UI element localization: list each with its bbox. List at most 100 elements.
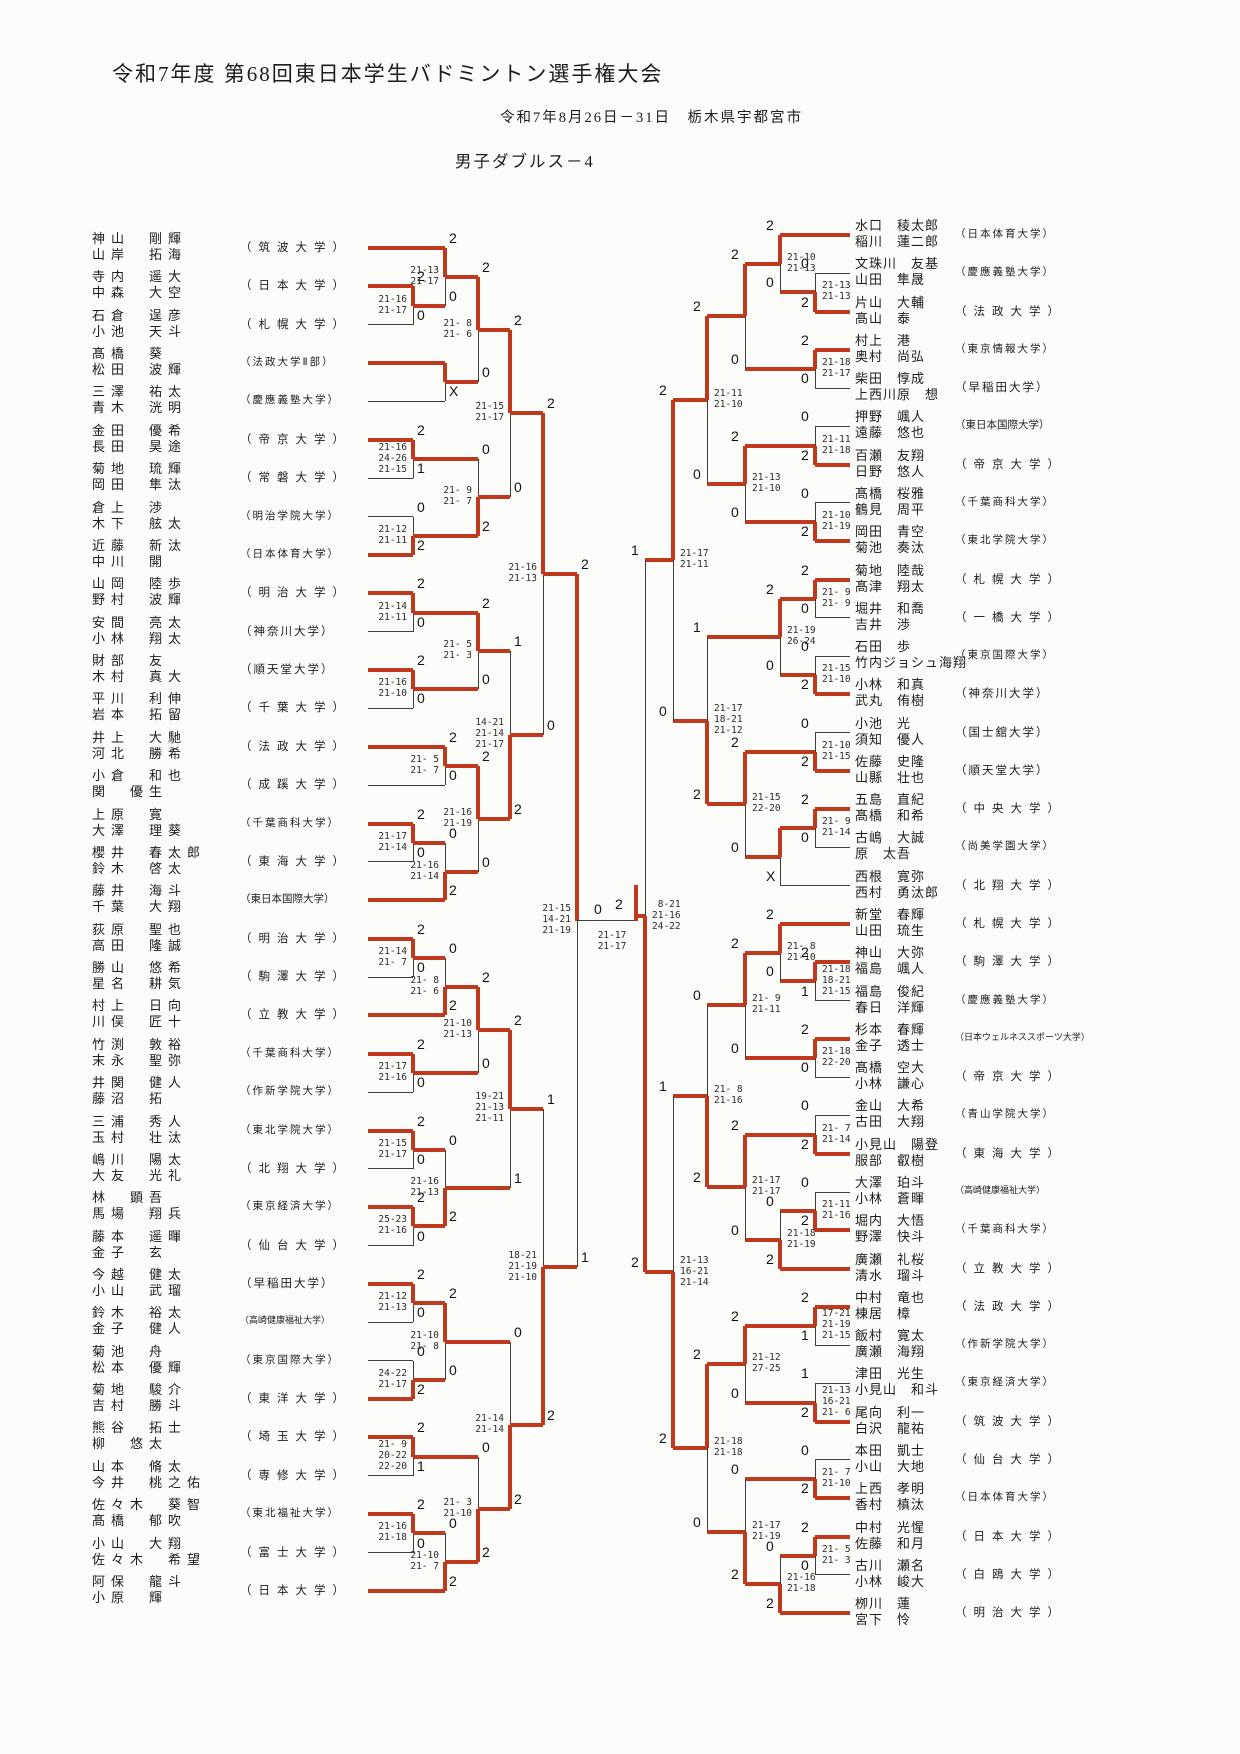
bracket-line xyxy=(744,1479,746,1532)
bracket-line xyxy=(477,818,479,872)
team-entry: 今越 健太 小山 武瑠 （早稲田大学） xyxy=(92,1267,333,1301)
university-name: （日本体育大学） xyxy=(240,548,340,560)
player-name: 佐々木 葵智 xyxy=(92,1497,207,1513)
team-entry: 三澤 祐太 青木 洸明 （慶應義塾大学） xyxy=(92,384,338,418)
bracket-line xyxy=(706,400,708,484)
bracket-line xyxy=(815,692,850,697)
games-won-label: 2 xyxy=(615,896,623,913)
games-won-label: 1 xyxy=(801,1365,809,1382)
bracket-line xyxy=(780,1553,815,1558)
set-scores: 21-14 21- 7 xyxy=(378,945,407,968)
bracket-line xyxy=(815,1151,850,1156)
bracket-line xyxy=(368,1281,413,1286)
set-scores: 21- 5 21- 7 xyxy=(410,753,439,776)
university-name: （北翔大学） xyxy=(955,879,1066,892)
set-scores: 21-10 21- 7 xyxy=(410,1550,439,1573)
team-entry: 古川 瀬名 小林 峻大 （白鴎大学） xyxy=(855,1558,1059,1592)
team-entry: 佐々木 葵智 髙橋 郁吹 （東北福祉大学） xyxy=(92,1497,338,1531)
games-won-label: 0 xyxy=(801,1059,809,1076)
games-won-label: 2 xyxy=(693,298,701,315)
player-name: 百瀬 友翔 xyxy=(855,447,926,463)
bracket-line xyxy=(815,1496,850,1501)
games-won-label: 2 xyxy=(693,1169,701,1186)
bracket-line xyxy=(779,952,781,982)
set-scores: 21-10 21-13 xyxy=(443,1017,472,1040)
bracket-line xyxy=(412,612,414,632)
player-name: 木下 舷太 xyxy=(92,515,188,531)
bracket-line xyxy=(368,668,413,673)
team-entry: 倉上 渉木下 舷太 （明治学院大学） xyxy=(92,500,338,534)
games-won-label: 2 xyxy=(766,1250,774,1267)
team-entry: 堀内 大悟 野澤 快斗 （千葉商科大学） xyxy=(855,1213,1053,1247)
university-name: （千葉商科大学） xyxy=(240,1047,340,1059)
bracket-line xyxy=(411,1053,415,1073)
bracket-line xyxy=(815,1114,850,1116)
bracket-line xyxy=(780,826,815,831)
university-name: （東京経済大学） xyxy=(240,1201,340,1213)
games-won-label: 2 xyxy=(801,791,809,808)
bracket-line xyxy=(672,1096,674,1273)
player-name: 河北 勝希 xyxy=(92,745,188,761)
player-name: 中村 竜也 xyxy=(855,1289,926,1305)
player-name: 石倉 逞彦 xyxy=(92,307,188,323)
games-won-label: 0 xyxy=(417,306,425,323)
set-scores: 21-13 21-17 xyxy=(410,264,439,287)
set-scores: 21-16 21-18 xyxy=(787,1572,816,1595)
set-scores: 21-13 16-21 21-14 xyxy=(680,1254,709,1288)
bracket-line xyxy=(778,235,782,264)
player-name: 星名 耕気 xyxy=(92,976,188,992)
games-won-label: 2 xyxy=(482,968,490,985)
bracket-line xyxy=(815,1304,850,1309)
bracket-line xyxy=(443,986,447,1016)
set-scores: 21-18 21-19 xyxy=(787,1227,816,1250)
bracket-line xyxy=(705,1364,709,1448)
bracket-line xyxy=(577,920,636,922)
games-won-label: 0 xyxy=(417,1150,425,1167)
player-name: 竹渕 敦裕 xyxy=(92,1036,188,1052)
bracket-line xyxy=(411,1514,415,1534)
games-won-label: 0 xyxy=(514,1323,522,1340)
set-scores: 21-16 24-26 21-15 xyxy=(378,441,407,475)
bracket-line xyxy=(508,1029,512,1109)
bracket-line xyxy=(413,457,478,462)
bracket-line xyxy=(780,979,815,984)
university-name: （常磐大学） xyxy=(240,472,351,485)
university-name: （一橋大学） xyxy=(955,611,1066,624)
games-won-label: 2 xyxy=(417,805,425,822)
set-scores: 25-23 21-16 xyxy=(378,1214,407,1237)
university-name: （日本大学） xyxy=(240,280,351,293)
team-entry: 井関 健人 藤沼 拓 （作新学院大学） xyxy=(92,1075,338,1109)
player-name: 小林 蒼暉 xyxy=(855,1191,926,1206)
bracket-line xyxy=(745,366,815,371)
bracket-line xyxy=(413,840,445,845)
player-name: 稲川 蓮二郎 xyxy=(855,234,940,249)
player-name: 尾向 利一 xyxy=(855,1404,926,1420)
set-scores: 21-14 21-11 xyxy=(378,600,407,623)
games-won-label: 2 xyxy=(801,293,809,310)
bracket-line xyxy=(444,382,446,402)
university-name: （札幌大学） xyxy=(955,573,1066,586)
set-scores: 21-11 21-18 xyxy=(822,433,851,456)
player-name: 金田 優希 xyxy=(92,422,188,438)
player-name: 小見山 陽登 xyxy=(855,1136,940,1152)
bracket-line xyxy=(671,1272,675,1448)
player-name: 髙山 泰 xyxy=(855,310,912,326)
bracket-line xyxy=(368,1475,413,1477)
university-name: （筑波大学） xyxy=(240,242,351,254)
bracket-line xyxy=(368,1588,445,1593)
player-name: 清水 瑠斗 xyxy=(855,1267,926,1283)
university-name: （帝京大学） xyxy=(955,1071,1066,1084)
bracket-line xyxy=(814,1325,816,1346)
player-name: 三澤 祐太 xyxy=(92,384,188,400)
games-won-label: 0 xyxy=(449,1515,457,1532)
university-name: （札幌大学） xyxy=(955,918,1066,931)
set-scores: 21-16 21-13 xyxy=(508,562,537,585)
player-name: 平川 利伸 xyxy=(92,691,188,707)
bracket-line xyxy=(413,1531,445,1536)
set-scores: 21- 7 21-10 xyxy=(822,1467,851,1490)
set-scores: 21-12 21-11 xyxy=(378,523,407,546)
bracket-line xyxy=(707,802,745,807)
bracket-line xyxy=(413,610,478,615)
bracket-line xyxy=(476,497,480,536)
bracket-line xyxy=(778,1584,782,1614)
